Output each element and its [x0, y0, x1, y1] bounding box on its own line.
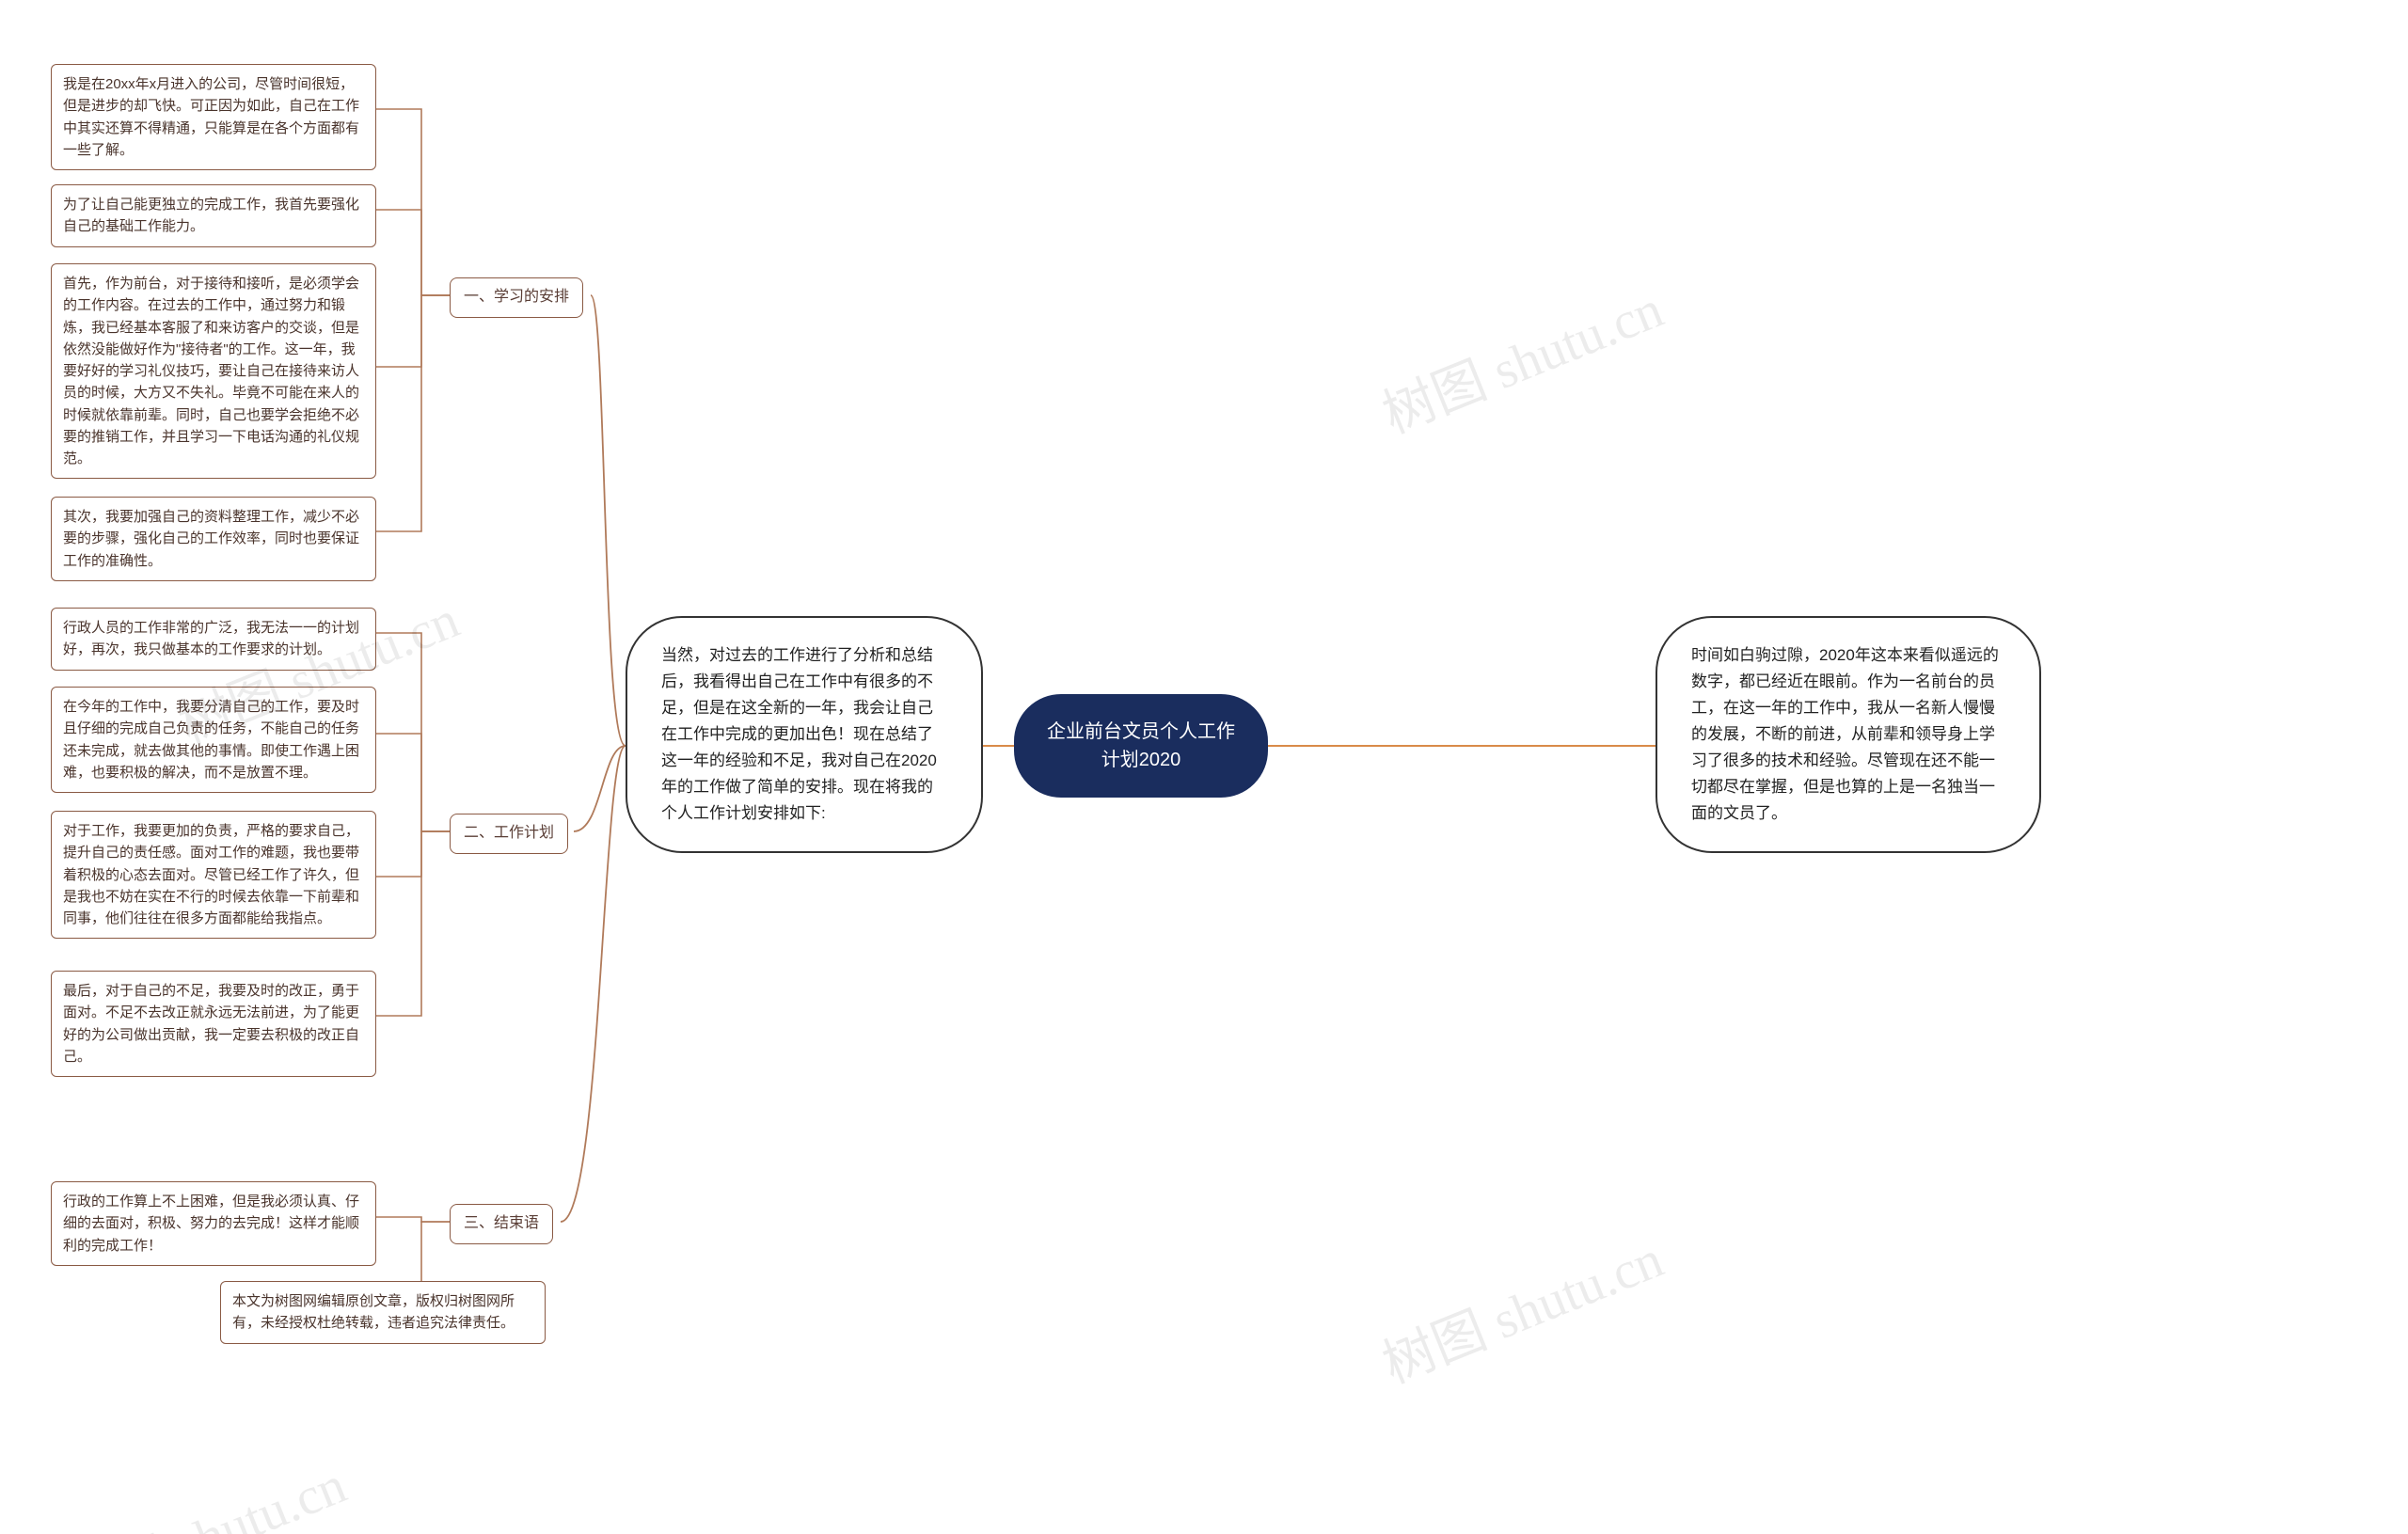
- leaf-text: 行政的工作算上不上困难，但是我必须认真、仔细的去面对，积极、努力的去完成！这样才…: [63, 1194, 359, 1254]
- root-text: 企业前台文员个人工作计划2020: [1042, 718, 1240, 774]
- leaf-s2-0[interactable]: 行政人员的工作非常的广泛，我无法一一的计划好，再次，我只做基本的工作要求的计划。: [51, 608, 376, 671]
- section-1-label: 一、学习的安排: [464, 289, 569, 305]
- intro-right-text: 时间如白驹过隙，2020年这本来看似遥远的数字，都已经近在眼前。作为一名前台的员…: [1691, 646, 1999, 822]
- intro-left-text: 当然，对过去的工作进行了分析和总结后，我看得出自己在工作中有很多的不足，但是在这…: [661, 646, 937, 822]
- leaf-s2-1[interactable]: 在今年的工作中，我要分清自己的工作，要及时且仔细的完成自己负责的任务，不能自己的…: [51, 687, 376, 793]
- leaf-s2-2[interactable]: 对于工作，我要更加的负责，严格的要求自己，提升自己的责任感。面对工作的难题，我也…: [51, 811, 376, 939]
- watermark: 树图 shutu.cn: [53, 1443, 356, 1534]
- section-1[interactable]: 一、学习的安排: [450, 277, 583, 318]
- leaf-s2-3[interactable]: 最后，对于自己的不足，我要及时的改正，勇于面对。不足不去改正就永远无法前进，为了…: [51, 971, 376, 1077]
- section-3-label: 三、结束语: [464, 1215, 539, 1231]
- watermark: 树图 shutu.cn: [1370, 267, 1672, 449]
- intro-node-right[interactable]: 时间如白驹过隙，2020年这本来看似遥远的数字，都已经近在眼前。作为一名前台的员…: [1656, 616, 2041, 853]
- leaf-text: 我是在20xx年x月进入的公司，尽管时间很短，但是进步的却飞快。可正因为如此，自…: [63, 76, 359, 158]
- leaf-text: 其次，我要加强自己的资料整理工作，减少不必要的步骤，强化自己的工作效率，同时也要…: [63, 509, 359, 569]
- leaf-s1-2[interactable]: 首先，作为前台，对于接待和接听，是必须学会的工作内容。在过去的工作中，通过努力和…: [51, 263, 376, 479]
- leaf-text: 行政人员的工作非常的广泛，我无法一一的计划好，再次，我只做基本的工作要求的计划。: [63, 620, 359, 657]
- leaf-text: 最后，对于自己的不足，我要及时的改正，勇于面对。不足不去改正就永远无法前进，为了…: [63, 983, 359, 1065]
- leaf-text: 在今年的工作中，我要分清自己的工作，要及时且仔细的完成自己负责的任务，不能自己的…: [63, 699, 359, 781]
- leaf-text: 对于工作，我要更加的负责，严格的要求自己，提升自己的责任感。面对工作的难题，我也…: [63, 823, 359, 926]
- intro-node-left[interactable]: 当然，对过去的工作进行了分析和总结后，我看得出自己在工作中有很多的不足，但是在这…: [626, 616, 983, 853]
- leaf-text: 首先，作为前台，对于接待和接听，是必须学会的工作内容。在过去的工作中，通过努力和…: [63, 276, 359, 467]
- leaf-text: 为了让自己能更独立的完成工作，我首先要强化自己的基础工作能力。: [63, 197, 359, 234]
- leaf-s3-0[interactable]: 行政的工作算上不上困难，但是我必须认真、仔细的去面对，积极、努力的去完成！这样才…: [51, 1181, 376, 1266]
- section-2-label: 二、工作计划: [464, 825, 554, 841]
- leaf-s1-0[interactable]: 我是在20xx年x月进入的公司，尽管时间很短，但是进步的却飞快。可正因为如此，自…: [51, 64, 376, 170]
- root-node[interactable]: 企业前台文员个人工作计划2020: [1014, 694, 1268, 798]
- watermark: 树图 shutu.cn: [1370, 1217, 1672, 1399]
- leaf-s1-1[interactable]: 为了让自己能更独立的完成工作，我首先要强化自己的基础工作能力。: [51, 184, 376, 247]
- section-2[interactable]: 二、工作计划: [450, 814, 568, 854]
- section-3[interactable]: 三、结束语: [450, 1204, 553, 1244]
- leaf-s3-1[interactable]: 本文为树图网编辑原创文章，版权归树图网所有，未经授权杜绝转载，违者追究法律责任。: [220, 1281, 546, 1344]
- mindmap-canvas: 企业前台文员个人工作计划2020 时间如白驹过隙，2020年这本来看似遥远的数字…: [0, 0, 2408, 1534]
- leaf-s1-3[interactable]: 其次，我要加强自己的资料整理工作，减少不必要的步骤，强化自己的工作效率，同时也要…: [51, 497, 376, 581]
- leaf-text: 本文为树图网编辑原创文章，版权归树图网所有，未经授权杜绝转载，违者追究法律责任。: [232, 1293, 515, 1331]
